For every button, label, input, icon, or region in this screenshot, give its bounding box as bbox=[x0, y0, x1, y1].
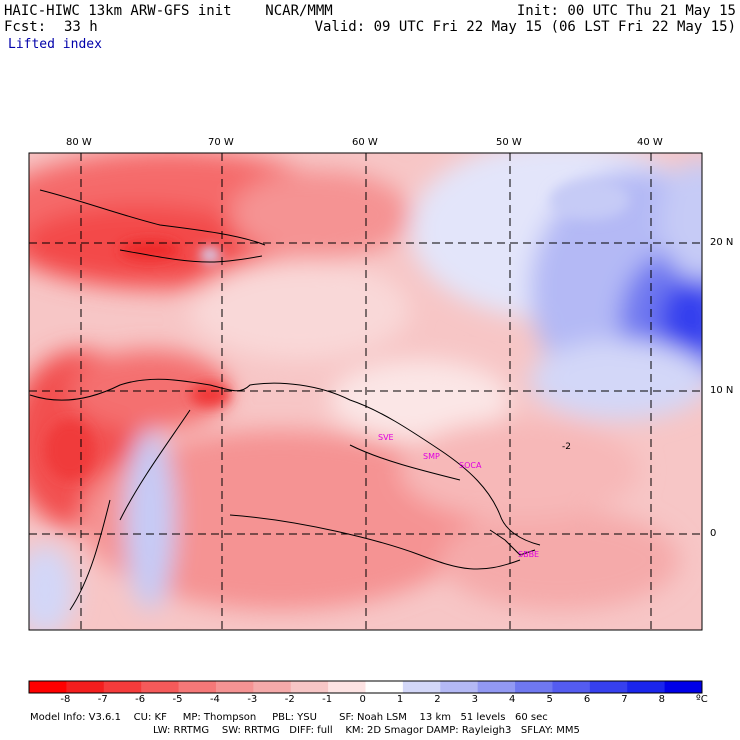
lon-label-60w: 60 W bbox=[352, 137, 378, 148]
color-bar-unit: ºC bbox=[696, 694, 708, 705]
station-label: SMP bbox=[423, 452, 440, 461]
color-bar-swatch bbox=[552, 681, 591, 693]
color-bar-label: -8 bbox=[60, 694, 71, 705]
color-bar-swatch bbox=[141, 681, 180, 693]
color-bar-label: 6 bbox=[583, 694, 591, 705]
color-bar-label: -6 bbox=[135, 694, 146, 705]
lon-label-40w: 40 W bbox=[637, 137, 663, 148]
color-bar-swatch bbox=[402, 681, 441, 693]
color-bar-swatch bbox=[66, 681, 105, 693]
color-bar-label: -1 bbox=[322, 694, 333, 705]
color-bar-label: 1 bbox=[396, 694, 404, 705]
color-bar-swatch bbox=[365, 681, 404, 693]
color-bar-swatch bbox=[178, 681, 217, 693]
station-label: SBBE bbox=[518, 550, 540, 559]
color-bar-swatch bbox=[29, 681, 67, 693]
color-bar-label: -2 bbox=[284, 694, 295, 705]
color-bar-swatch bbox=[328, 681, 366, 693]
color-bar-swatch bbox=[589, 681, 628, 693]
color-bar-swatch bbox=[440, 681, 479, 693]
color-bar-label: -7 bbox=[97, 694, 108, 705]
lat-label-20n: 20 N bbox=[710, 237, 734, 248]
color-bar-label: 7 bbox=[621, 694, 628, 705]
valid-time: Valid: 09 UTC Fri 22 May 15 (06 LST Fri … bbox=[314, 19, 736, 35]
forecast-hour: 33 h bbox=[64, 19, 98, 35]
field-name: Lifted index bbox=[8, 37, 102, 52]
color-bar-swatch bbox=[290, 681, 329, 693]
color-bar-label: -4 bbox=[209, 694, 220, 705]
color-bar-label: -5 bbox=[172, 694, 183, 705]
color-bar-label: 8 bbox=[658, 694, 665, 705]
lat-label-0: 0 bbox=[710, 528, 717, 539]
color-bar-swatch bbox=[627, 681, 666, 693]
model-info-line1: Model Info: V3.6.1 CU: KF MP: Thompson P… bbox=[30, 712, 548, 723]
model-info-line2: LW: RRTMG SW: RRTMG DIFF: full KM: 2D Sm… bbox=[153, 725, 580, 736]
station-label: SVE bbox=[378, 433, 394, 442]
init-time: Init: 00 UTC Thu 21 May 15 bbox=[516, 3, 736, 19]
color-bar-swatch bbox=[664, 681, 703, 693]
color-bar-swatch bbox=[215, 681, 254, 693]
color-bar-swatch bbox=[477, 681, 516, 693]
contour-label: -2 bbox=[562, 442, 571, 452]
station-label: SOCA bbox=[459, 461, 482, 470]
lon-label-70w: 70 W bbox=[208, 137, 234, 148]
model-title: HAIC-HIWC 13km ARW-GFS init NCAR/MMM bbox=[4, 3, 333, 19]
color-bar-swatch bbox=[253, 681, 292, 693]
color-bar-swatch bbox=[515, 681, 553, 693]
lat-label-10n: 10 N bbox=[710, 385, 734, 396]
forecast-label: Fcst: bbox=[4, 19, 47, 35]
color-bar-label: -3 bbox=[247, 694, 258, 705]
color-bar-swatch bbox=[103, 681, 142, 693]
lon-label-50w: 50 W bbox=[496, 137, 522, 148]
color-bar-label: 0 bbox=[359, 694, 366, 705]
lon-label-80w: 80 W bbox=[66, 137, 92, 148]
color-bar bbox=[28, 680, 703, 694]
color-bar-label: 5 bbox=[546, 694, 553, 705]
color-bar-label: 2 bbox=[434, 694, 441, 705]
color-bar-label: 3 bbox=[471, 694, 479, 705]
color-bar-label: 4 bbox=[509, 694, 516, 705]
